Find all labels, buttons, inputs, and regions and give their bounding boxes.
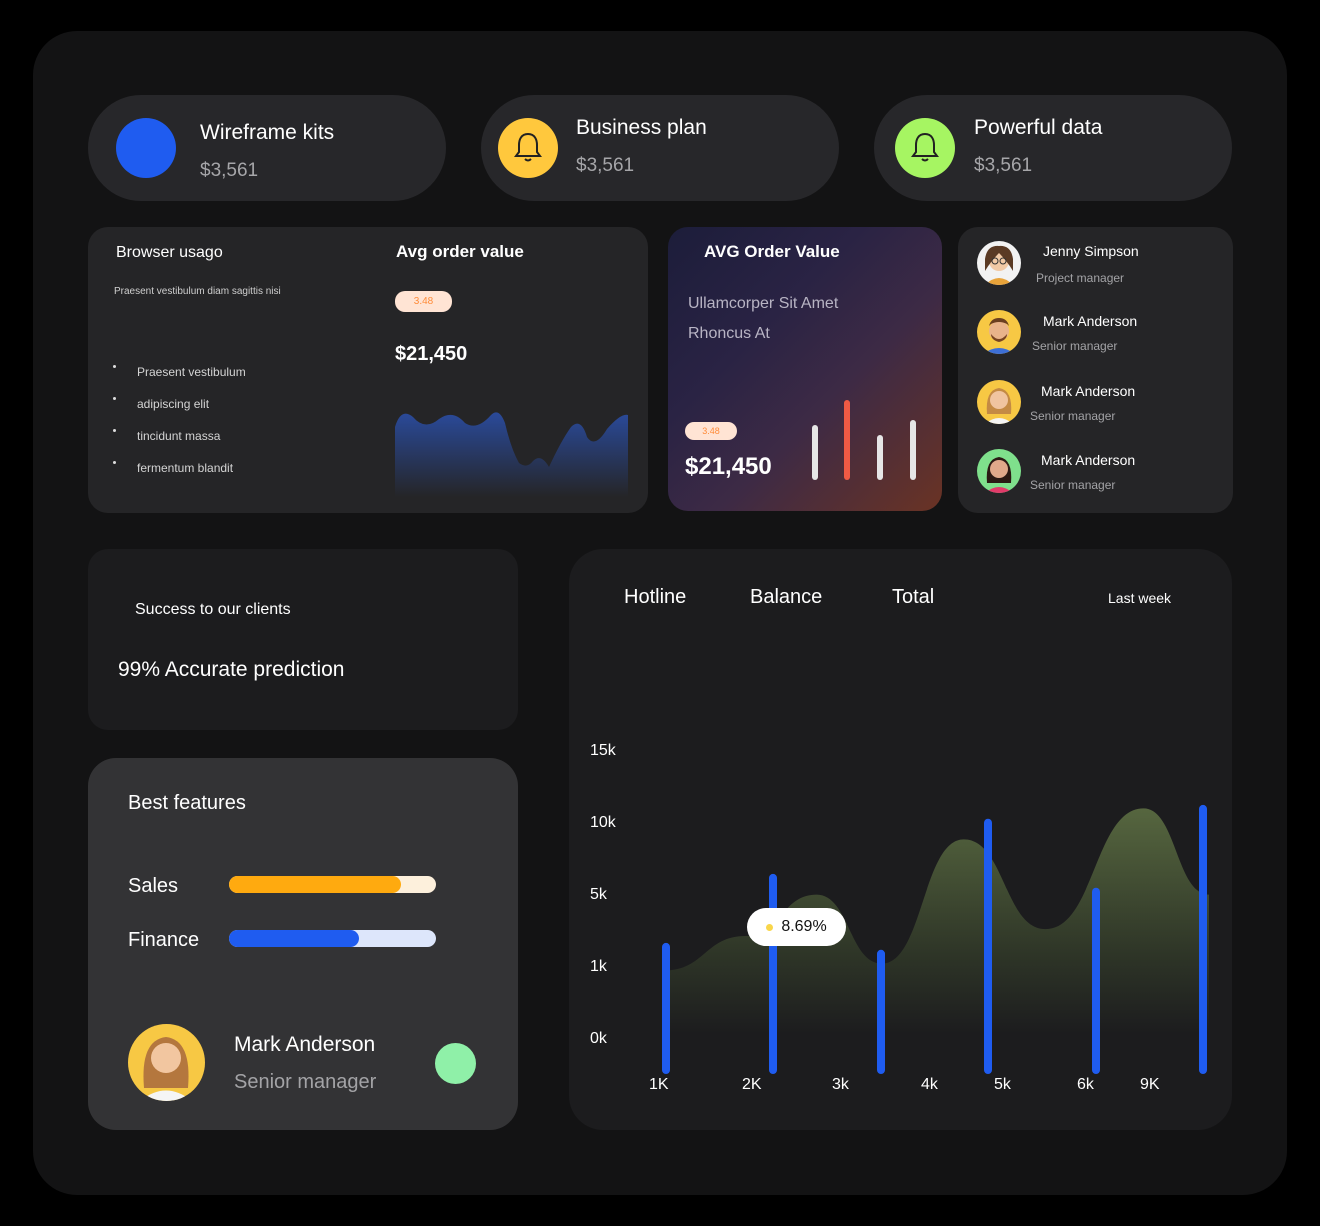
x-tick-label: 9K <box>1140 1076 1160 1093</box>
browser-title: Browser usago <box>116 244 223 261</box>
avg-order-value: $21,450 <box>395 343 468 365</box>
x-tick-label: 1K <box>649 1076 669 1093</box>
y-tick-label: 0k <box>590 1030 607 1047</box>
x-tick-label: 3k <box>832 1076 849 1093</box>
stat-title: Powerful data <box>974 116 1103 139</box>
avg-order-card-value: $21,450 <box>685 453 772 480</box>
person-role: Project manager <box>1036 271 1125 285</box>
chart-bar <box>769 873 777 1074</box>
mini-bar <box>844 400 850 480</box>
mini-bar <box>910 420 916 480</box>
dot-icon <box>766 923 774 931</box>
y-tick-label: 10k <box>590 814 616 831</box>
avatar <box>128 1024 205 1101</box>
bar-label-finance: Finance <box>128 929 200 951</box>
avg-order-card-line2: Rhoncus At <box>688 325 770 342</box>
chart-bar <box>877 949 885 1074</box>
list-item: adipiscing elit <box>112 397 210 411</box>
person-name: Mark Anderson <box>1043 313 1138 329</box>
avg-order-title: Avg order value <box>396 242 524 261</box>
list-item: fermentum blandit <box>112 461 234 475</box>
chart-bar <box>1199 804 1207 1074</box>
stat-title: Business plan <box>576 116 707 139</box>
finance-progress-bar <box>229 930 436 947</box>
value-callout: 8.69% <box>747 908 846 946</box>
avatar <box>977 380 1021 424</box>
avatar <box>977 449 1021 493</box>
person-name: Mark Anderson <box>1041 383 1136 399</box>
mini-bar <box>812 425 818 480</box>
stat-amount: $3,561 <box>576 155 635 176</box>
stat-title: Wireframe kits <box>200 121 335 144</box>
bell-icon <box>498 118 558 178</box>
sales-progress-bar <box>229 876 436 893</box>
chart-bar <box>984 818 992 1074</box>
tab-balance[interactable]: Balance <box>750 586 823 608</box>
list-item: tincidunt massa <box>112 429 221 443</box>
area-bar-chart <box>662 804 1209 1074</box>
person-role: Senior manager <box>234 1071 377 1093</box>
y-tick-label: 5k <box>590 886 607 903</box>
chart-bar <box>1092 887 1100 1074</box>
person-name: Mark Anderson <box>234 1033 376 1056</box>
avg-order-card-title: AVG Order Value <box>704 242 840 261</box>
person-role: Senior manager <box>1030 409 1116 423</box>
avg-order-card-line1: Ullamcorper Sit Amet <box>688 295 839 312</box>
y-tick-label: 15k <box>590 742 616 759</box>
blue-dot-icon <box>116 118 176 178</box>
stat-card-data[interactable]: Powerful data $3,561 <box>874 95 1232 201</box>
browser-usage-card: Browser usago Praesent vestibulum diam s… <box>88 227 648 513</box>
tab-hotline[interactable]: Hotline <box>624 586 687 608</box>
avg-order-card: AVG Order Value Ullamcorper Sit Amet Rho… <box>668 227 942 511</box>
sales-progress-fill <box>229 876 401 893</box>
success-card: Success to our clients 99% Accurate pred… <box>88 549 518 730</box>
x-tick-label: 6k <box>1077 1076 1094 1093</box>
x-tick-label: 5k <box>994 1076 1011 1093</box>
person-name: Jenny Simpson <box>1043 243 1139 259</box>
bell-icon <box>895 118 955 178</box>
avatar <box>977 310 1021 354</box>
callout-value: 8.69% <box>781 918 827 935</box>
list-item: Praesent vestibulum <box>113 365 246 379</box>
area-series <box>664 808 1209 1074</box>
status-dot <box>435 1043 476 1084</box>
avatar <box>977 241 1021 285</box>
finance-progress-fill <box>229 930 360 947</box>
tab-total[interactable]: Total <box>892 586 935 608</box>
success-title: Success to our clients <box>135 601 291 618</box>
person-name: Mark Anderson <box>1041 452 1136 468</box>
success-text: 99% Accurate prediction <box>118 658 345 681</box>
best-features-card: Best features Sales Finance Mark Anderso… <box>88 758 518 1130</box>
team-list-card: Jenny Simpson Project manager Mark Ander… <box>958 227 1233 513</box>
x-tick-label: 2K <box>742 1076 762 1093</box>
mini-bar <box>877 435 883 480</box>
main-chart-card: Hotline Balance Total Last week 15k 10k … <box>569 549 1232 1130</box>
person-role: Senior manager <box>1032 339 1118 353</box>
value-badge: 3.48 <box>395 291 452 312</box>
stat-card-wireframe[interactable]: Wireframe kits $3,561 <box>88 95 446 201</box>
value-badge: 3.48 <box>685 422 737 440</box>
chart-bar <box>662 942 670 1074</box>
avg-order-sparkline <box>395 412 628 497</box>
features-title: Best features <box>128 792 246 814</box>
stat-amount: $3,561 <box>974 155 1033 176</box>
stat-amount: $3,561 <box>200 160 259 181</box>
stat-card-business[interactable]: Business plan $3,561 <box>481 95 839 201</box>
person-role: Senior manager <box>1030 478 1116 492</box>
bar-label-sales: Sales <box>128 875 179 897</box>
y-tick-label: 1k <box>590 958 607 975</box>
browser-subtitle: Praesent vestibulum diam sagittis nisi <box>114 286 281 297</box>
period-select[interactable]: Last week <box>1108 590 1172 606</box>
x-tick-label: 4k <box>921 1076 938 1093</box>
